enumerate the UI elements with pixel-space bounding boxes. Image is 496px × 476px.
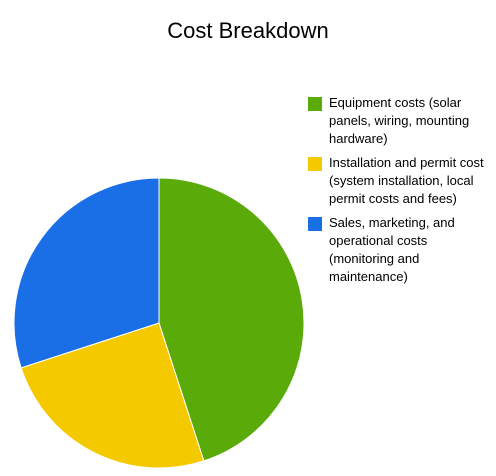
legend-label-installation: Installation and permit cost (system ins… — [329, 155, 484, 206]
legend-swatch-equipment — [308, 97, 322, 111]
chart-title: Cost Breakdown — [167, 18, 329, 43]
legend-label-sales: Sales, marketing, and operational costs … — [329, 215, 455, 284]
legend-item-sales: Sales, marketing, and operational costs … — [308, 214, 494, 286]
legend-label-equipment: Equipment costs (solar panels, wiring, m… — [329, 95, 470, 146]
legend-item-equipment: Equipment costs (solar panels, wiring, m… — [308, 94, 494, 148]
legend-item-installation: Installation and permit cost (system ins… — [308, 154, 494, 208]
pie-slice-installation — [20, 322, 205, 469]
pie-slice-sales — [13, 177, 160, 369]
pie-slice-equipment — [158, 177, 305, 462]
legend: Equipment costs (solar panels, wiring, m… — [308, 94, 494, 292]
legend-swatch-sales — [308, 217, 322, 231]
legend-swatch-installation — [308, 157, 322, 171]
